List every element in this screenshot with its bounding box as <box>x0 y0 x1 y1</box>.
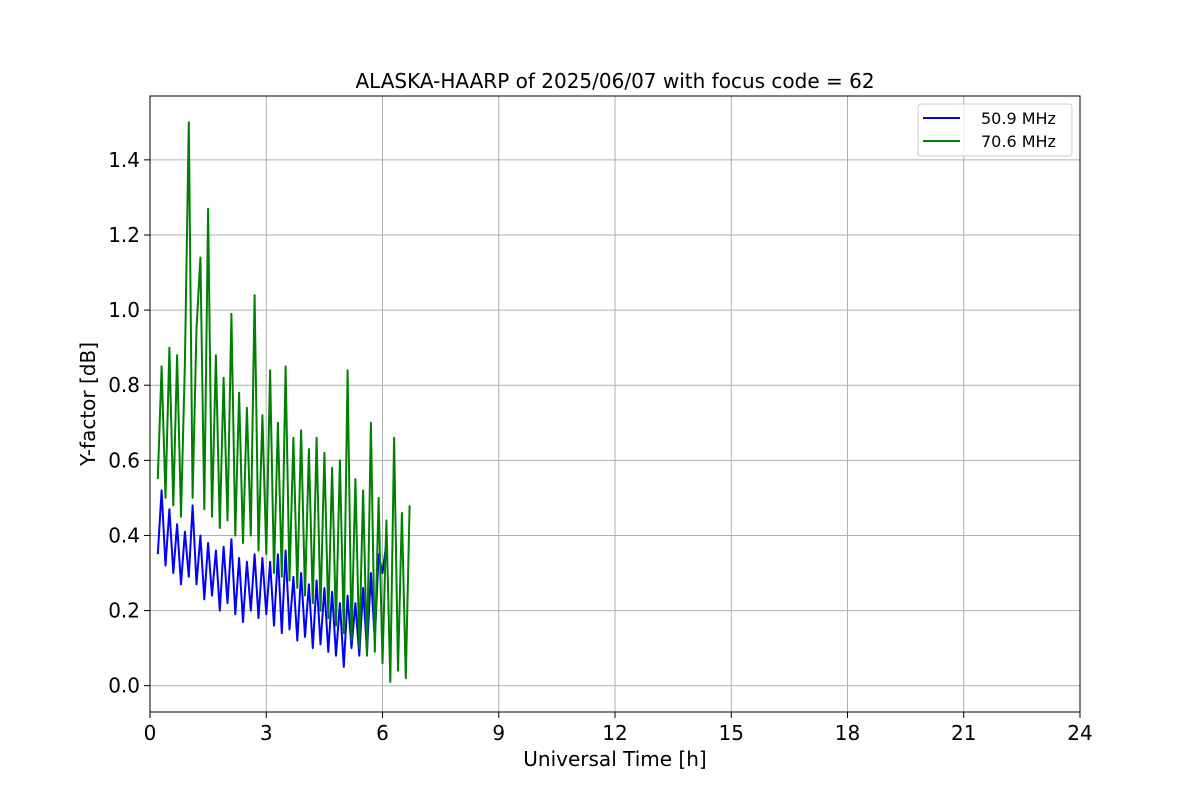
y-tick-label: 1.4 <box>108 148 140 172</box>
legend: 50.9 MHz 70.6 MHz <box>917 103 1073 157</box>
y-tick-label: 0.0 <box>108 674 140 698</box>
y-tick-label: 0.2 <box>108 599 140 623</box>
x-tick-label: 24 <box>1067 721 1092 745</box>
y-tick-label: 1.2 <box>108 223 140 247</box>
x-tick-label: 9 <box>492 721 505 745</box>
series-line-50-9-mhz <box>156 489 388 668</box>
legend-label-70-6-mhz: 70.6 MHz <box>981 132 1056 151</box>
x-tick-label: 6 <box>376 721 389 745</box>
legend-label-50-9-mhz: 50.9 MHz <box>981 109 1056 128</box>
x-tick-label: 0 <box>144 721 157 745</box>
y-tick-label: 1.0 <box>108 298 140 322</box>
x-axis-label: Universal Time [h] <box>523 747 706 771</box>
x-tick-label: 15 <box>719 721 744 745</box>
series-layer <box>156 121 411 683</box>
y-tick-label: 0.8 <box>108 373 140 397</box>
ticks: 0 3 6 9 12 15 18 21 24 0.0 0.2 0.4 0.6 0.8 1.0 1.2 1.4 <box>108 148 1093 745</box>
x-tick-label: 12 <box>602 721 627 745</box>
x-tick-label: 3 <box>260 721 273 745</box>
y-axis-label: Y-factor [dB] <box>76 342 100 467</box>
series-line-70-6-mhz <box>156 121 411 683</box>
x-tick-label: 21 <box>951 721 976 745</box>
y-tick-label: 0.6 <box>108 448 140 472</box>
x-tick-label: 18 <box>835 721 860 745</box>
y-tick-label: 0.4 <box>108 523 140 547</box>
chart-title: ALASKA-HAARP of 2025/06/07 with focus co… <box>355 69 874 93</box>
